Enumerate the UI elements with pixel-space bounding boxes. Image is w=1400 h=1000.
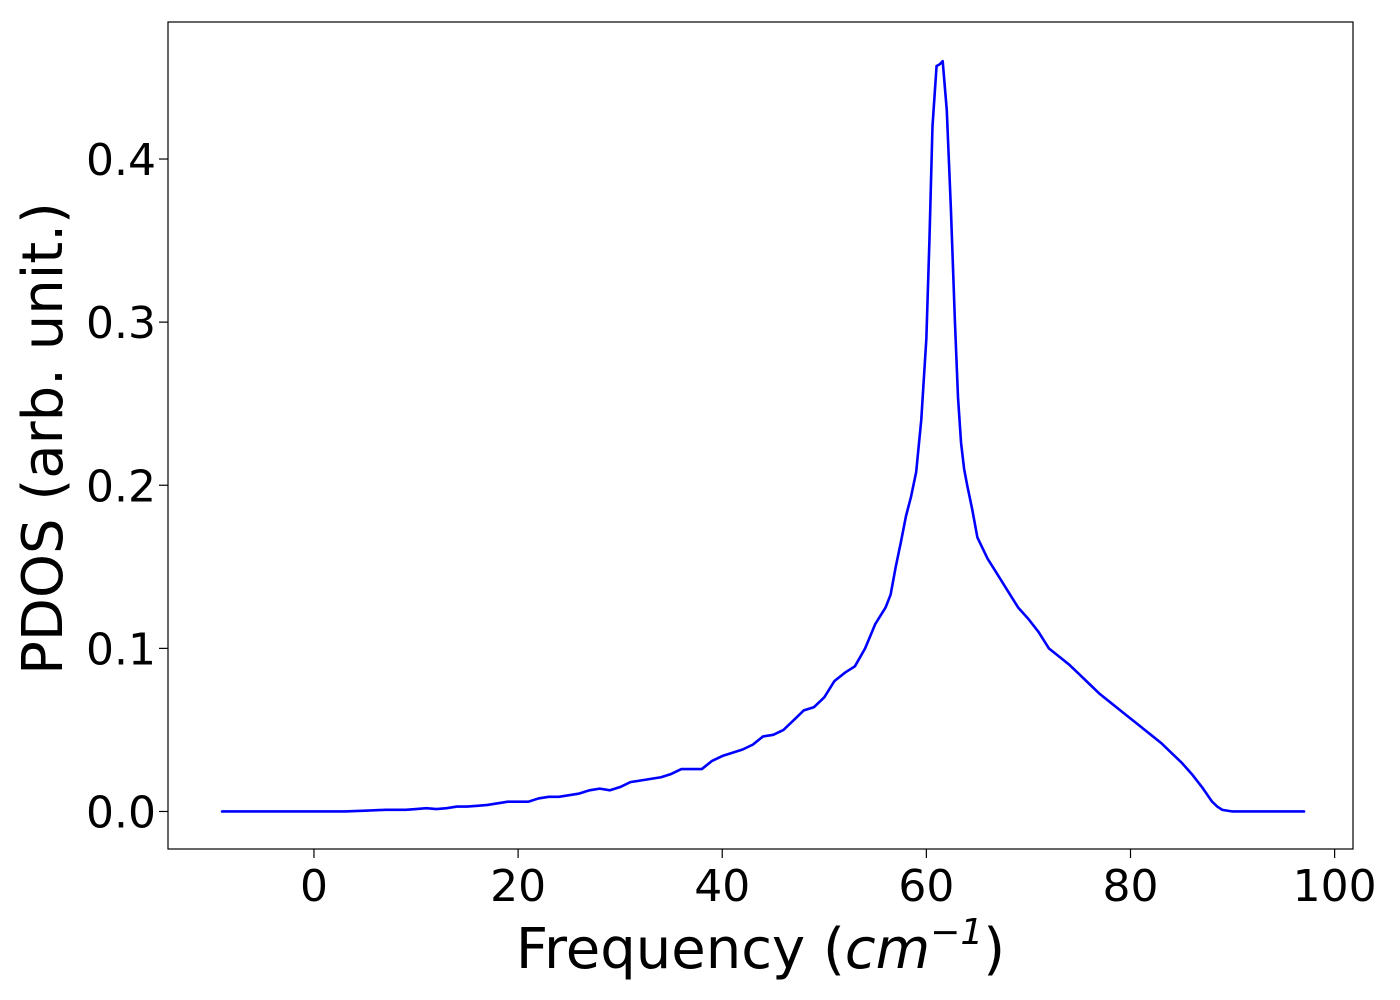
y-tick-label: 0.3 <box>86 298 156 349</box>
x-axis-title-suffix: ) <box>983 917 1005 982</box>
x-tick-label: 20 <box>490 861 546 912</box>
y-axis-ticks: 0.0 0.1 0.2 0.3 0.4 <box>86 135 168 838</box>
x-tick-label: 60 <box>898 861 954 912</box>
y-tick-label: 0.2 <box>86 461 156 512</box>
x-axis-title-prefix: Frequency ( <box>516 917 845 982</box>
pdos-series-line <box>220 59 1306 813</box>
x-axis-title-unit: cm <box>845 917 930 982</box>
x-axis-title-unit-exponent: −1 <box>930 912 983 953</box>
x-tick-label: 0 <box>300 861 328 912</box>
x-axis-title: Frequency (cm−1) <box>516 912 1005 982</box>
y-tick-label: 0.4 <box>86 135 156 186</box>
y-tick-label: 0.1 <box>86 624 156 675</box>
x-tick-label: 100 <box>1293 861 1377 912</box>
x-axis-ticks: 0 20 40 60 80 100 <box>300 849 1377 912</box>
y-tick-label: 0.0 <box>86 787 156 838</box>
x-tick-label: 80 <box>1102 861 1158 912</box>
x-tick-label: 40 <box>694 861 750 912</box>
y-axis-title: PDOS (arb. unit.) <box>11 202 76 675</box>
plot-area-frame <box>167 21 1354 850</box>
